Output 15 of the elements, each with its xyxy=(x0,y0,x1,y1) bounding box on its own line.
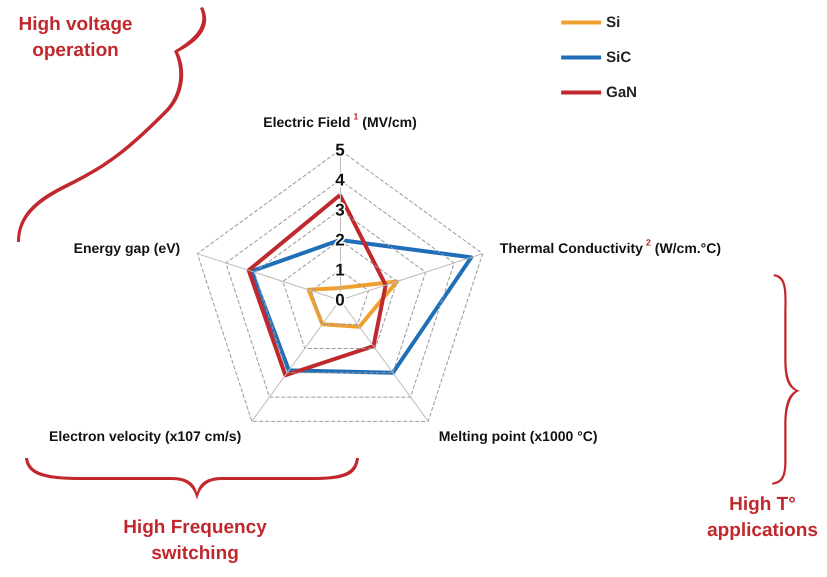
y-tick-label: 0 xyxy=(335,290,345,310)
legend-label: Si xyxy=(606,14,620,31)
spoke-label: Melting point (x1000 °C) xyxy=(438,428,598,444)
spoke-label: Thermal Conductivity2 (W/cm.°C) xyxy=(500,238,722,256)
text: High Frequency switching xyxy=(122,516,268,566)
spoke-label: Electron velocity (x107 cm/s) xyxy=(49,428,242,444)
legend-label: SiC xyxy=(606,49,632,66)
y-tick-label: 4 xyxy=(335,170,346,190)
text: High T° applications xyxy=(706,493,819,543)
legend-label: GaN xyxy=(606,84,637,101)
text: High voltage operation xyxy=(17,13,134,63)
y-tick-label: 3 xyxy=(335,200,345,220)
y-tick-label: 5 xyxy=(335,140,345,160)
spoke-label: Energy gap (eV) xyxy=(74,240,180,256)
y-tick-label: 1 xyxy=(335,260,345,280)
